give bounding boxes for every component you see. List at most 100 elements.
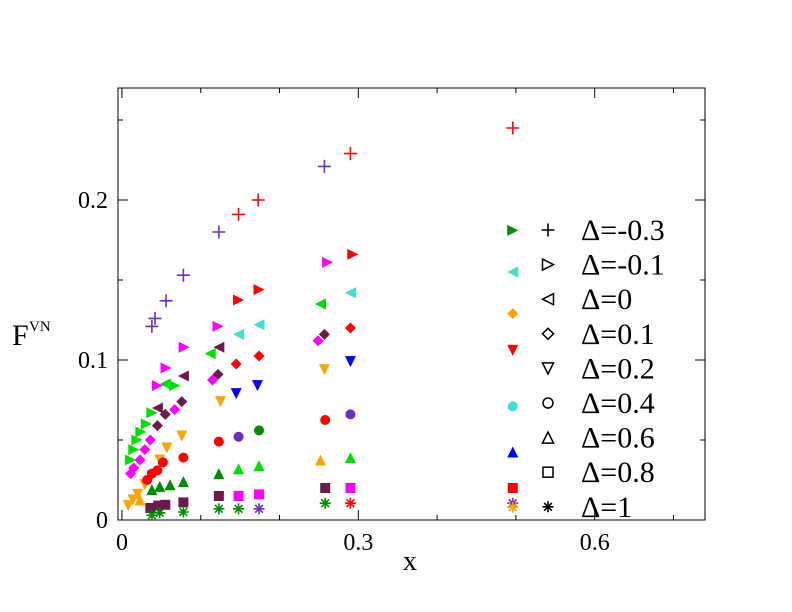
data-point	[145, 319, 159, 333]
data-point	[344, 356, 356, 368]
data-point	[507, 446, 519, 458]
data-point	[154, 507, 166, 519]
data-point	[345, 409, 356, 420]
data-point	[230, 388, 242, 400]
x-tick-label: 0	[116, 530, 128, 556]
legend-label: Δ=-0.1	[581, 249, 665, 282]
data-point	[157, 457, 168, 468]
data-point	[507, 501, 519, 513]
data-point	[254, 489, 265, 500]
data-point	[178, 341, 190, 353]
data-point	[177, 476, 189, 488]
y-tick-label: 0	[96, 508, 108, 534]
data-point	[152, 465, 163, 476]
data-point	[253, 350, 265, 362]
data-point	[204, 348, 216, 360]
data-point	[151, 420, 163, 432]
data-point	[146, 484, 158, 496]
data-point	[507, 344, 519, 356]
data-point	[151, 402, 163, 414]
data-point	[132, 488, 144, 500]
x-tick-label: 0.6	[580, 530, 610, 556]
legend-label: Δ=1	[581, 491, 632, 524]
data-point	[319, 497, 331, 509]
data-point	[253, 284, 265, 296]
data-point	[177, 370, 189, 382]
data-point	[507, 308, 519, 320]
legend-label: Δ=0.6	[581, 422, 655, 455]
data-point	[507, 224, 519, 236]
data-point	[344, 322, 356, 334]
data-point	[127, 494, 139, 506]
data-point	[134, 494, 146, 506]
data-point	[233, 463, 245, 475]
data-point	[507, 401, 518, 412]
data-point	[178, 452, 189, 463]
legend-marker	[542, 397, 554, 409]
data-point	[125, 454, 137, 466]
data-point	[213, 491, 224, 501]
data-point	[161, 442, 173, 454]
data-point	[177, 506, 189, 518]
data-point	[232, 207, 246, 221]
data-point	[233, 294, 245, 306]
y-axis-label-superscript: VN	[29, 319, 51, 335]
legend-marker	[540, 292, 555, 306]
data-point	[233, 503, 245, 515]
data-point	[207, 374, 219, 386]
plot-frame	[117, 87, 706, 521]
data-point	[134, 454, 146, 466]
data-point	[135, 426, 147, 438]
x-tick-label: 0.3	[343, 530, 373, 556]
data-point	[139, 444, 151, 456]
data-point	[230, 358, 242, 370]
data-point	[507, 266, 519, 278]
data-point	[320, 415, 331, 425]
legend-label: Δ=0	[581, 283, 632, 316]
data-point	[160, 362, 172, 374]
x-axis-label: x	[403, 546, 417, 577]
data-point	[254, 425, 265, 436]
data-point	[344, 452, 356, 464]
data-point	[253, 319, 265, 331]
data-point	[314, 298, 326, 310]
data-point	[314, 454, 326, 466]
data-point	[347, 248, 359, 260]
data-point	[169, 380, 181, 392]
data-point	[128, 444, 140, 456]
data-point	[131, 434, 143, 446]
data-point	[169, 404, 181, 416]
data-point	[151, 380, 163, 392]
legend-label: Δ=0.1	[581, 318, 655, 351]
data-point	[312, 335, 324, 347]
data-point	[213, 341, 225, 353]
data-point	[128, 462, 140, 474]
data-point	[148, 311, 162, 325]
legend-marker	[541, 327, 555, 341]
data-point	[146, 407, 158, 419]
data-point	[343, 147, 357, 161]
data-point	[253, 460, 265, 472]
data-point	[164, 479, 176, 491]
data-point	[233, 491, 244, 501]
data-point	[318, 328, 330, 340]
y-axis-label: F	[12, 319, 29, 352]
data-point	[176, 396, 188, 408]
data-point	[318, 364, 330, 376]
data-point	[212, 368, 224, 380]
data-point	[317, 159, 331, 173]
data-point	[213, 468, 225, 480]
data-point	[233, 431, 244, 442]
y-tick-label: 0.2	[78, 188, 108, 214]
y-tick-label: 0.1	[78, 348, 108, 374]
data-point	[159, 408, 171, 420]
data-point	[214, 396, 226, 408]
data-point	[212, 225, 226, 239]
data-point	[160, 499, 171, 510]
data-point	[233, 328, 245, 340]
data-point	[144, 434, 156, 446]
legend-marker	[542, 501, 554, 513]
data-point	[251, 193, 265, 207]
data-point	[253, 503, 265, 515]
